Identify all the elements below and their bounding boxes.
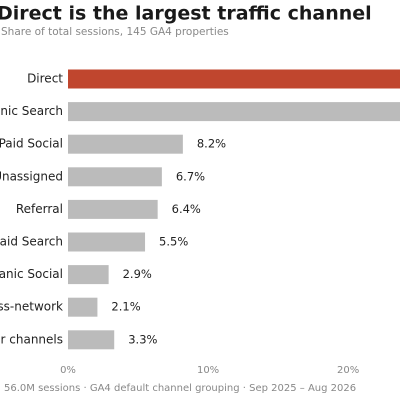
value-label: 6.7% — [176, 169, 205, 183]
bar — [68, 297, 98, 317]
category-label: Paid Social — [0, 137, 63, 151]
x-tick-label: 20% — [337, 365, 359, 376]
bar — [68, 330, 115, 350]
category-label: Direct — [27, 72, 63, 86]
chart-subtitle: Share of total sessions, 145 GA4 propert… — [1, 26, 229, 38]
x-tick-label: 10% — [197, 365, 219, 376]
value-label: 3.3% — [128, 332, 157, 346]
bar — [68, 232, 146, 252]
bar — [68, 199, 158, 219]
bar — [68, 265, 109, 285]
chart-footer: 56.0M sessions · GA4 default channel gro… — [4, 383, 356, 394]
value-label: 2.9% — [123, 267, 152, 281]
category-label: Organic Search — [0, 104, 63, 118]
category-label: Referral — [16, 202, 63, 216]
category-label: Paid Search — [0, 235, 63, 249]
bar — [68, 69, 400, 89]
category-label: Unassigned — [0, 169, 63, 183]
value-label: 2.1% — [111, 300, 140, 314]
category-label: Other channels — [0, 332, 63, 346]
bar — [68, 134, 183, 154]
value-label: 6.4% — [172, 202, 201, 216]
bar — [68, 102, 400, 122]
category-label: Cross-network — [0, 300, 63, 314]
value-label: 5.5% — [159, 235, 188, 249]
value-label: 8.2% — [197, 137, 226, 151]
chart-title: Direct is the largest traffic channel — [0, 3, 372, 25]
category-label: Organic Social — [0, 267, 63, 281]
x-tick-label: 0% — [60, 365, 76, 376]
bar — [68, 167, 162, 187]
